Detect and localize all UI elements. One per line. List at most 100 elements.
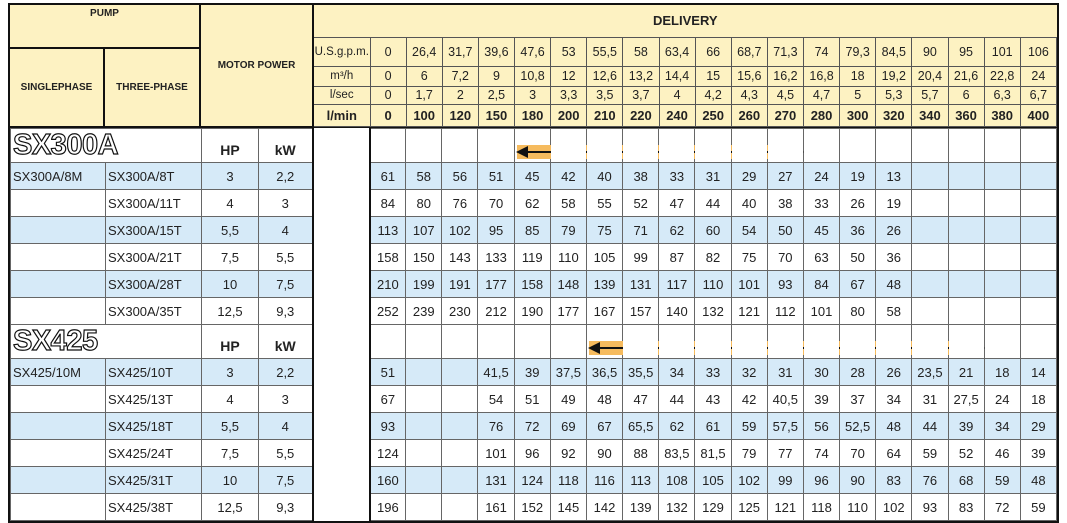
data-cell xyxy=(405,128,443,163)
head-value xyxy=(983,297,1021,325)
unit-spacer xyxy=(311,162,371,190)
model-row: SX425/10M SX425/10T 3 2,2 51 41,5 39 37,5 36,5 35… xyxy=(10,358,1058,386)
head-value xyxy=(947,297,985,325)
unit-value: 5,7 xyxy=(911,85,949,105)
head-value: 44 xyxy=(694,189,732,217)
head-value: 40,5 xyxy=(766,385,804,413)
head-value xyxy=(983,270,1021,298)
head-value xyxy=(911,216,949,244)
hp-label: HP xyxy=(201,128,260,163)
head-value xyxy=(1019,162,1058,190)
head-value: 38 xyxy=(622,162,660,190)
head-value: 74 xyxy=(802,439,841,467)
head-value: 70 xyxy=(766,243,804,271)
head-value: 50 xyxy=(839,243,877,271)
head-value xyxy=(983,216,1021,244)
hp-value: 7,5 xyxy=(201,439,260,467)
head-value: 79 xyxy=(730,439,768,467)
unit-value: 340 xyxy=(911,103,949,127)
head-value xyxy=(947,270,985,298)
head-value: 177 xyxy=(477,270,515,298)
head-value: 230 xyxy=(441,297,479,325)
unit-value: 7,2 xyxy=(441,65,479,87)
head-value: 158 xyxy=(369,243,407,271)
head-value: 105 xyxy=(694,466,732,494)
head-value: 64 xyxy=(875,439,913,467)
head-value xyxy=(983,189,1021,217)
head-value: 52,5 xyxy=(839,412,877,440)
head-value: 77 xyxy=(766,439,804,467)
table-header: PUMP SINGLEPHASE THREE-PHASE MOTOR POWER… xyxy=(10,5,1058,128)
unit-spacer xyxy=(311,493,371,521)
head-value: 76 xyxy=(477,412,515,440)
head-value: 19 xyxy=(839,162,877,190)
model-row: SX425/31T 10 7,5 160 131 124 118 116 113 108 105 10… xyxy=(10,466,1058,494)
model-row: SX300A/28T 10 7,5 210 199 191 177 158 148 139 131 1… xyxy=(10,270,1058,298)
head-value: 191 xyxy=(441,270,479,298)
hp-value: 10 xyxy=(201,270,260,298)
head-value: 95 xyxy=(477,216,515,244)
head-value: 51 xyxy=(369,358,407,386)
head-value: 46 xyxy=(983,439,1021,467)
arrow-left-icon xyxy=(515,146,528,158)
head-value: 118 xyxy=(802,493,841,521)
head-value: 39 xyxy=(947,412,985,440)
head-value xyxy=(441,493,479,521)
data-cell xyxy=(875,128,913,163)
unit-value: 2,5 xyxy=(477,85,516,105)
head-value: 23,5 xyxy=(911,358,949,386)
head-value xyxy=(911,270,949,298)
head-value: 133 xyxy=(477,243,515,271)
head-value: 33 xyxy=(802,189,841,217)
head-value: 190 xyxy=(513,297,551,325)
singlephase-model xyxy=(10,243,106,271)
unit-label: l/min xyxy=(312,103,371,127)
head-value: 160 xyxy=(369,466,407,494)
head-value: 142 xyxy=(585,493,624,521)
head-value xyxy=(911,297,949,325)
head-value: 33 xyxy=(658,162,696,190)
head-value xyxy=(441,412,479,440)
head-value: 196 xyxy=(369,493,407,521)
head-value: 161 xyxy=(477,493,515,521)
head-value: 132 xyxy=(694,297,732,325)
unit-spacer xyxy=(311,439,371,467)
threephase-header: THREE-PHASE xyxy=(105,49,201,126)
unit-value: 90 xyxy=(911,36,949,67)
threephase-model: SX425/18T xyxy=(104,412,203,440)
head-value: 102 xyxy=(730,466,768,494)
unit-row-2: l/sec 0 1,7 2 2,5 3 3,3 3,5 3,7 4 4,2 4,3 4,5 4,7 5 5,3… xyxy=(312,85,1058,105)
unit-value: 320 xyxy=(875,103,913,127)
hp-value: 3 xyxy=(201,162,260,190)
unit-spacer xyxy=(311,270,371,298)
head-value xyxy=(983,243,1021,271)
head-value: 110 xyxy=(694,270,732,298)
unit-value: 79,3 xyxy=(839,36,877,67)
head-value: 68 xyxy=(947,466,985,494)
unit-value: 240 xyxy=(658,103,696,127)
unit-value: 250 xyxy=(694,103,732,127)
head-value: 113 xyxy=(622,466,660,494)
head-value: 62 xyxy=(658,412,696,440)
head-value: 24 xyxy=(802,162,841,190)
head-value: 52 xyxy=(947,439,985,467)
head-value: 65,5 xyxy=(622,412,660,440)
head-value: 107 xyxy=(405,216,443,244)
series-title: SX300A xyxy=(9,128,203,163)
head-value: 67 xyxy=(839,270,877,298)
head-value: 177 xyxy=(549,297,587,325)
head-value: 72 xyxy=(983,493,1021,521)
unit-value: 66 xyxy=(694,36,732,67)
head-value: 26 xyxy=(875,358,913,386)
head-value: 145 xyxy=(549,493,587,521)
head-value: 48 xyxy=(875,412,913,440)
data-cell xyxy=(441,324,479,359)
head-value: 139 xyxy=(585,270,624,298)
unit-row-3: l/min 0 100 120 150 180 200 210 220 240 250 260 270 2… xyxy=(312,103,1058,127)
head-value: 62 xyxy=(513,189,551,217)
head-value: 13 xyxy=(875,162,913,190)
singlephase-model xyxy=(10,270,106,298)
model-row: SX300A/15T 5,5 4 113 107 102 95 85 79 75 71 62 60 54 5… xyxy=(10,216,1058,244)
delivery-title-row: DELIVERY xyxy=(313,5,1057,38)
unit-value: 5,3 xyxy=(875,85,913,105)
